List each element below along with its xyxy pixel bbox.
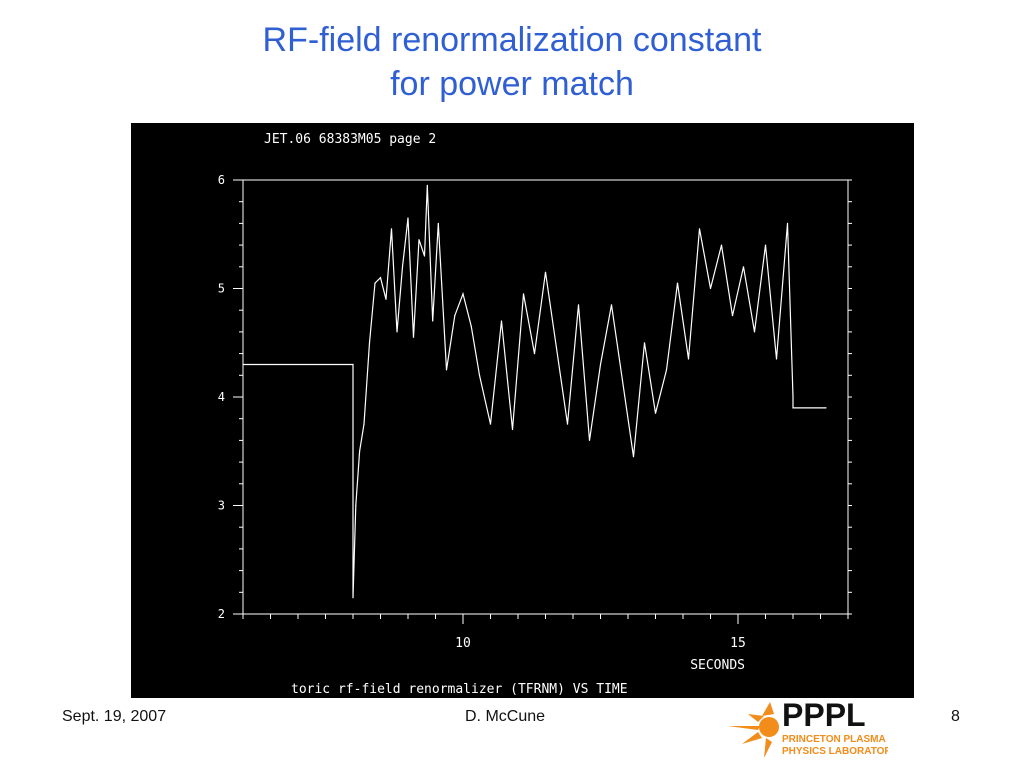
data-point [544,271,547,273]
data-point [577,304,580,306]
data-point [643,342,646,344]
data-point [588,439,591,441]
chart-axes: 2 3 4 5 6 10 15 [218,173,852,651]
x-tick-label: 15 [730,636,746,651]
data-point [478,374,481,376]
data-point [676,282,679,284]
data-point [352,363,354,366]
data-point [665,369,668,371]
data-point [764,244,767,246]
chart-footer-label: toric rf-field renormalizer (TFRNM) VS T… [291,682,628,697]
data-point [621,380,624,382]
data-point [731,315,734,317]
data-point [423,255,426,257]
data-point [522,293,525,295]
x-axis-label: SECONDS [690,658,745,673]
data-point [437,222,439,224]
data-point [352,597,354,599]
data-point [511,428,514,431]
plot-frame [242,179,849,615]
data-point [698,228,701,230]
footer-date: Sept. 19, 2007 [62,708,167,725]
y-tick-label: 6 [218,173,225,187]
data-point [418,239,420,241]
data-point [374,282,376,284]
y-tick-label: 4 [218,390,225,404]
slide-title-line1: RF-field renormalization constant [262,21,762,59]
data-point [359,450,361,452]
data-point [654,412,657,414]
data-point [489,423,492,425]
data-point [825,407,827,409]
data-point [379,277,382,279]
data-point [709,287,712,290]
footer-page-number: 8 [951,708,960,725]
data-point [720,244,723,246]
series-line-0 [243,185,826,598]
data-point [786,222,789,224]
data-point [753,331,756,333]
sunburst-icon [728,702,779,758]
data-point [462,293,464,295]
data-point [368,342,371,344]
data-point [385,298,387,300]
data-point [396,331,398,333]
slide-title: RF-field renormalization constant for po… [0,18,1024,106]
chart-header: JET.06 68383M05 page 2 [264,132,436,147]
data-point [426,184,428,186]
footer-author: D. McCune [465,708,546,725]
data-point [401,266,404,268]
y-tick-label: 3 [218,499,225,513]
data-point [632,456,635,458]
data-point [355,504,357,507]
y-tick-label: 2 [218,607,225,621]
logo-main-text: PPPL [782,697,866,733]
data-point [470,325,472,328]
data-point [775,358,778,360]
data-point [454,315,456,317]
chart-series [242,184,827,599]
data-point [432,320,434,322]
line-chart: JET.06 68383M05 page 2 2 3 4 5 6 10 15 SECONDS… [218,132,852,697]
data-point [407,217,409,219]
data-point [687,358,690,360]
data-point [742,266,745,268]
logo-sub-text-2: PHYSICS LABORATORY [782,746,888,757]
data-point [599,363,602,366]
data-point [363,423,365,425]
data-point [445,369,448,371]
data-point [412,336,415,338]
y-tick-label: 5 [218,282,225,296]
data-point [610,304,613,306]
x-tick-label: 10 [455,636,471,651]
data-point [500,320,503,322]
data-point [566,423,569,425]
plot-panel: JET.06 68383M05 page 2 2 3 4 5 6 10 15 SECONDS… [131,123,914,698]
slide-title-line2: for power match [390,65,634,103]
data-point [792,407,794,409]
data-point [533,353,536,355]
data-point [242,363,244,366]
data-point [792,396,794,398]
logo-sub-text-1: PRINCETON PLASMA [782,734,886,745]
data-point [555,347,558,349]
data-point [390,228,393,230]
pppl-logo: PPPL PRINCETON PLASMA PHYSICS LABORATORY [728,697,888,758]
